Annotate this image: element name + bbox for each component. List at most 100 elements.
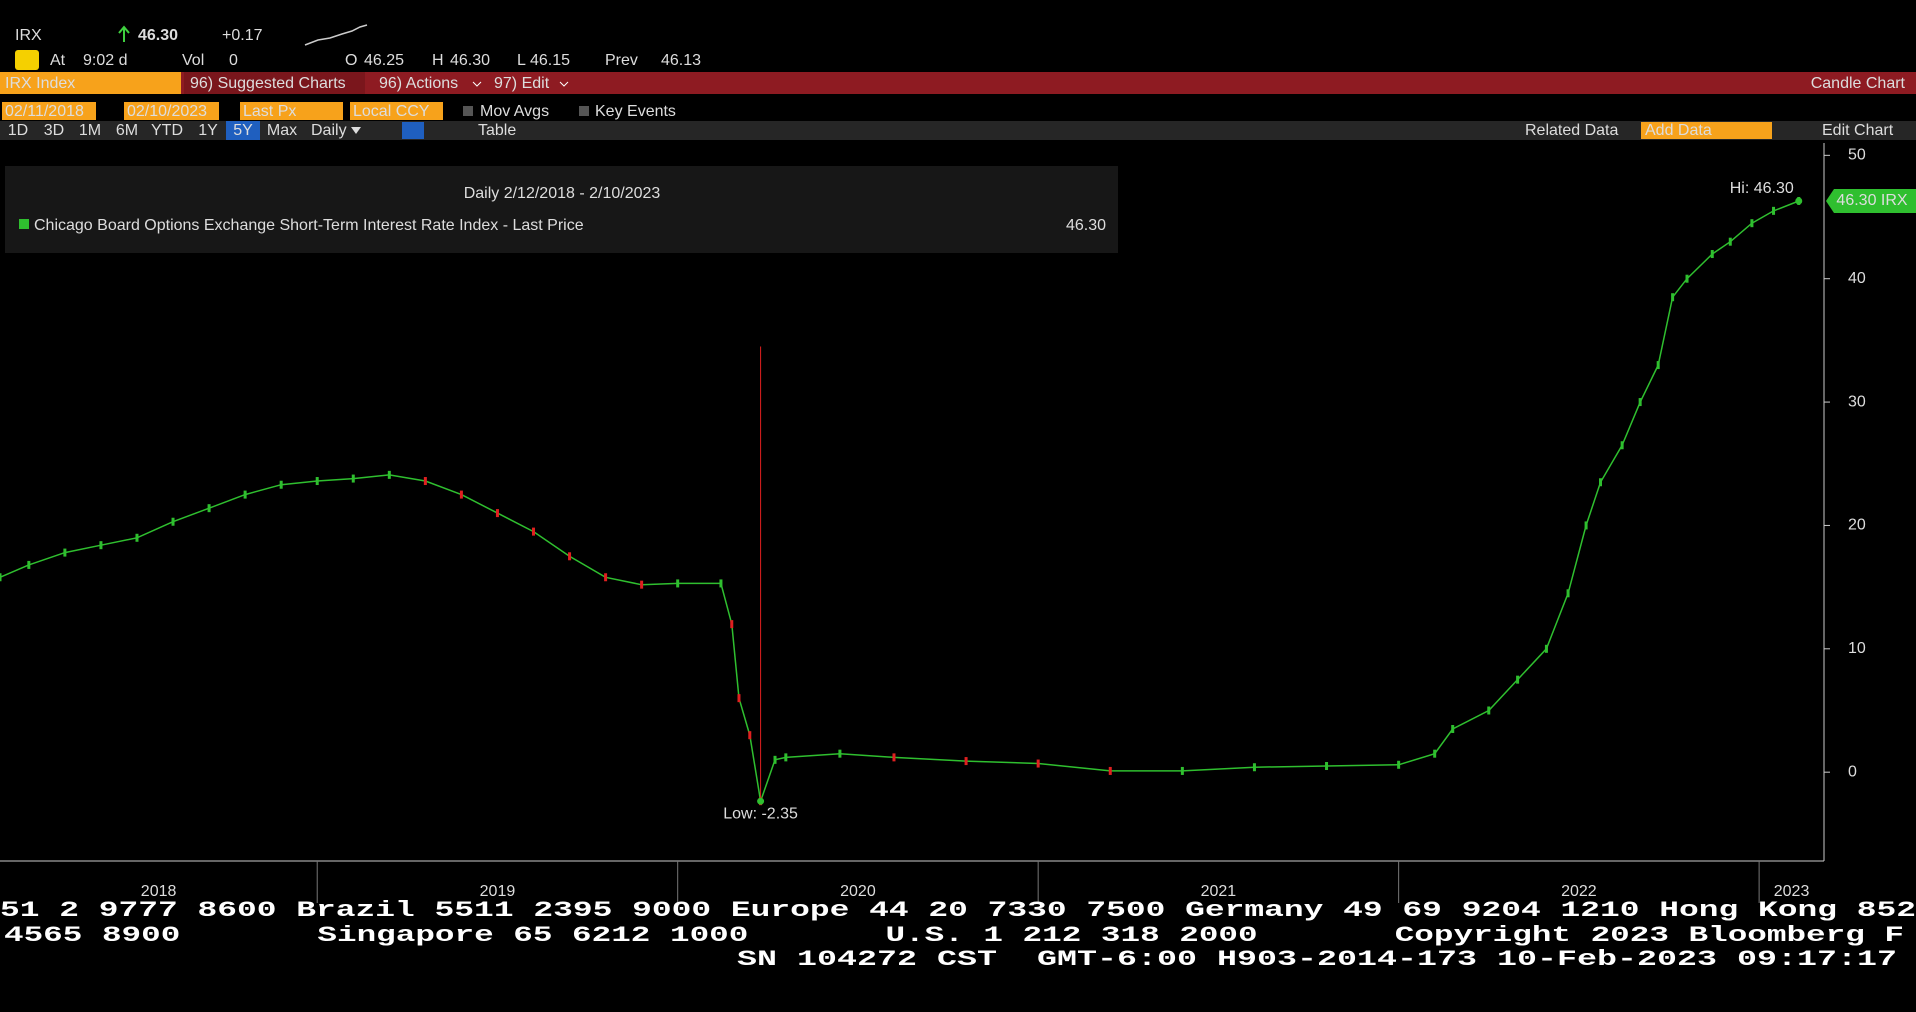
dropdown-icon (351, 127, 361, 134)
footer-line: SN 104272 CST GMT-6:00 H903-2014-173 10-… (737, 947, 1897, 972)
low-point (757, 797, 765, 805)
input-currency[interactable]: Local CCY (353, 103, 430, 120)
input-field[interactable]: Last Px (243, 103, 296, 120)
header-low: 46.15 (530, 52, 570, 69)
header-open-label: O (345, 52, 357, 69)
header-prev-label: Prev (605, 52, 638, 69)
x-tick-label: 2020 (840, 883, 876, 900)
menu-bar (0, 72, 1916, 94)
y-tick-label: 20 (1848, 517, 1866, 534)
x-tick-label: 2019 (480, 883, 516, 900)
candle (640, 580, 644, 589)
last-price-tag (1826, 188, 1916, 213)
high-point (1795, 197, 1803, 205)
range-button[interactable]: Max (267, 122, 297, 139)
candle (1252, 763, 1256, 772)
alert-icon[interactable] (15, 50, 39, 70)
header-open: 46.25 (364, 52, 404, 69)
candle (1487, 706, 1491, 715)
range-button[interactable]: 5Y (233, 122, 253, 139)
candle (0, 573, 2, 582)
range-button[interactable]: 1M (79, 122, 101, 139)
candle (351, 474, 355, 483)
suggested-box[interactable] (184, 72, 365, 94)
candle (892, 753, 896, 762)
dropdown-icon (472, 81, 482, 87)
candle (1685, 274, 1689, 283)
candle (1566, 589, 1570, 598)
x-tick-label: 2023 (1774, 883, 1810, 900)
add-data[interactable]: Add Data (1645, 122, 1712, 139)
suggested-charts[interactable]: 96) Suggested Charts (190, 75, 346, 92)
table-button[interactable]: Table (478, 122, 516, 139)
candle (459, 490, 463, 499)
footer-line: 51 2 9777 8600 Brazil 5511 2395 9000 Eur… (0, 898, 1916, 923)
edit-chart[interactable]: Edit Chart (1822, 122, 1894, 139)
header-at-label: At (50, 52, 66, 69)
range-button[interactable]: 3D (44, 122, 64, 139)
checkbox[interactable] (579, 106, 589, 116)
candle (1397, 760, 1401, 769)
range-button[interactable]: 1Y (198, 122, 218, 139)
period[interactable]: Daily (311, 122, 347, 139)
dropdown-icon (559, 81, 569, 87)
header-prev: 46.13 (661, 52, 701, 69)
candle (1451, 724, 1455, 733)
y-tick-label: 40 (1848, 270, 1866, 287)
candle (171, 517, 175, 526)
input-start-date[interactable]: 02/11/2018 (5, 103, 84, 120)
range-button[interactable]: 1D (8, 122, 28, 139)
related-data[interactable]: Related Data (1525, 122, 1618, 139)
candle (1180, 766, 1184, 775)
input-box[interactable] (240, 102, 343, 120)
key-events[interactable]: Key Events (595, 103, 676, 120)
candle (387, 470, 391, 479)
candle (1728, 237, 1732, 246)
range-selected (226, 121, 260, 140)
edit-menu[interactable]: 97) Edit (494, 75, 550, 92)
range-button[interactable]: YTD (151, 122, 183, 139)
candle (279, 480, 283, 489)
header-vol: 0 (229, 52, 238, 69)
candle (1772, 206, 1776, 215)
input-box[interactable] (350, 102, 443, 120)
security-box[interactable] (0, 72, 181, 94)
x-tick-label: 2021 (1201, 883, 1237, 900)
y-tick-label: 10 (1848, 640, 1866, 657)
legend-swatch (19, 219, 29, 229)
candle (1656, 361, 1660, 370)
candle (964, 757, 968, 766)
chart-title: Daily 2/12/2018 - 2/10/2023 (464, 185, 661, 202)
candle (1750, 219, 1754, 228)
candle (1325, 762, 1329, 771)
low-label: Low: -2.35 (723, 805, 798, 822)
checkbox[interactable] (463, 106, 473, 116)
actions-menu[interactable]: 96) Actions (379, 75, 458, 92)
header-high: 46.30 (450, 52, 490, 69)
input-box[interactable] (124, 102, 219, 120)
mov-avgs[interactable]: Mov Avgs (480, 103, 549, 120)
candle (748, 731, 752, 740)
candle (495, 509, 499, 518)
chart-icon-selected[interactable] (402, 122, 424, 139)
range-button[interactable]: 6M (116, 122, 138, 139)
candle (1620, 441, 1624, 450)
candle (99, 541, 103, 550)
ticker: IRX (15, 27, 42, 44)
candle (1599, 478, 1603, 487)
high-label: Hi: 46.30 (1730, 180, 1794, 197)
input-box[interactable] (2, 102, 96, 120)
header-time: 9:02 d (83, 52, 127, 69)
candle (1036, 759, 1040, 768)
candle (532, 527, 536, 536)
candle (207, 504, 211, 513)
candle (1584, 521, 1588, 530)
price-line (0, 200, 1800, 802)
legend-series: Chicago Board Options Exchange Short-Ter… (34, 217, 584, 234)
security[interactable]: IRX Index (5, 75, 75, 92)
candle (423, 477, 427, 486)
add-data-box[interactable] (1641, 122, 1772, 139)
chart-type: Candle Chart (1811, 75, 1906, 92)
input-end-date[interactable]: 02/10/2023 (127, 103, 207, 120)
